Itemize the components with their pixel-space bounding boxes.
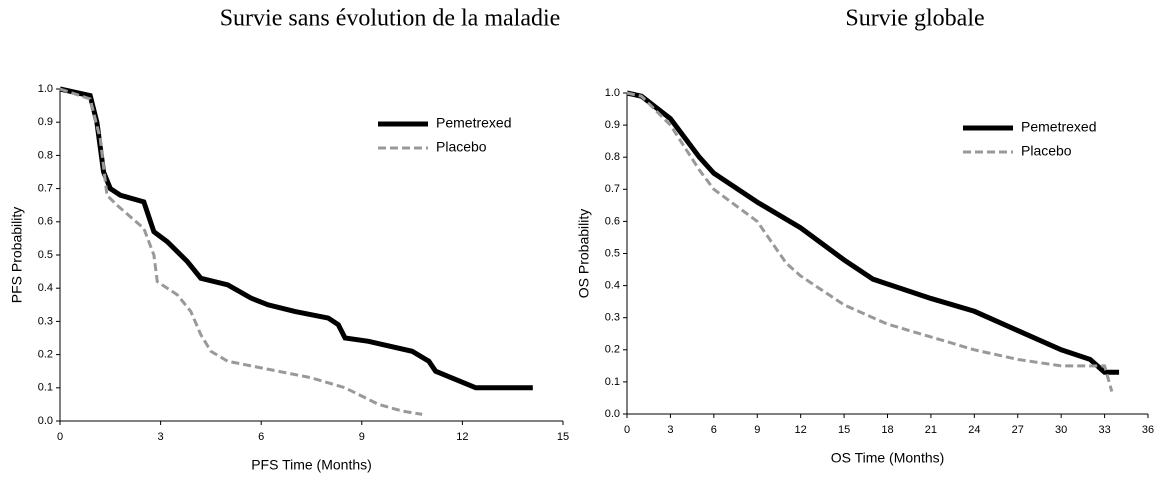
y-tick-label: 0.6: [605, 215, 620, 227]
chart: Survie sans évolution de la maladie 0.0 0.…: [9, 6, 569, 473]
y-tick-label: 0.3: [38, 315, 53, 327]
y-tick-label: 0.7: [605, 183, 620, 195]
y-axis-label: PFS Probability: [9, 207, 25, 303]
x-tick-label: 0: [624, 424, 630, 436]
survival-curve: [59, 86, 533, 391]
legend-label: Placebo: [1021, 143, 1072, 159]
x-tick-label: 3: [158, 431, 164, 443]
y-tick-label: 0.9: [38, 116, 53, 128]
y-tick-label: 0.1: [605, 376, 620, 388]
y-axis-label: OS Probability: [576, 209, 592, 298]
x-tick-label: 24: [968, 424, 980, 436]
x-tick-label: 15: [838, 424, 850, 436]
y-tick-label: 1.0: [38, 83, 53, 95]
x-axis-label: PFS Time (Months): [251, 457, 372, 473]
y-tick-label: 0.8: [605, 151, 620, 163]
x-tick-label: 33: [1098, 424, 1110, 436]
y-tick-label: 0.1: [38, 382, 53, 394]
x-tick-label: 36: [1142, 424, 1154, 436]
x-tick-label: 18: [881, 424, 893, 436]
x-tick-label: 12: [795, 424, 807, 436]
x-tick-label: 3: [667, 424, 673, 436]
y-tick-label: 0.2: [605, 344, 620, 356]
y-tick-label: 0.5: [38, 249, 53, 261]
y-tick-label: 0.5: [605, 247, 620, 259]
x-tick-label: 15: [557, 431, 569, 443]
chart: Survie globale 0.0 0.1 0.2 0.3 0.4 0.5 0.6 0.7 0.…: [576, 6, 1154, 466]
x-tick-label: 12: [456, 431, 468, 443]
y-tick-label: 0.0: [38, 415, 53, 427]
legend-label: Pemetrexed: [436, 115, 511, 131]
y-tick-label: 0.4: [605, 280, 620, 292]
x-tick-label: 30: [1055, 424, 1067, 436]
x-tick-label: 9: [754, 424, 760, 436]
y-tick-label: 0.7: [38, 183, 53, 195]
x-tick-label: 27: [1012, 424, 1024, 436]
x-axis-label: OS Time (Months): [831, 450, 945, 466]
x-tick-label: 21: [925, 424, 937, 436]
y-tick-label: 1.0: [605, 87, 620, 99]
y-tick-label: 0.0: [605, 408, 620, 420]
y-tick-label: 0.4: [38, 282, 53, 294]
chart-title: Survie sans évolution de la maladie: [220, 6, 561, 32]
x-tick-label: 0: [57, 431, 63, 443]
y-tick-label: 0.3: [605, 312, 620, 324]
x-tick-label: 9: [359, 431, 365, 443]
survival-curve: [626, 90, 1120, 375]
y-tick-label: 0.2: [38, 349, 53, 361]
x-tick-label: 6: [258, 431, 264, 443]
legend-label: Placebo: [436, 139, 487, 155]
chart-title: Survie globale: [845, 6, 984, 32]
survival-curve: [59, 87, 423, 416]
y-tick-label: 0.8: [38, 149, 53, 161]
y-tick-label: 0.9: [605, 119, 620, 131]
survival-curve: [626, 91, 1114, 392]
legend-label: Pemetrexed: [1021, 119, 1096, 135]
y-tick-label: 0.6: [38, 216, 53, 228]
x-tick-label: 6: [711, 424, 717, 436]
